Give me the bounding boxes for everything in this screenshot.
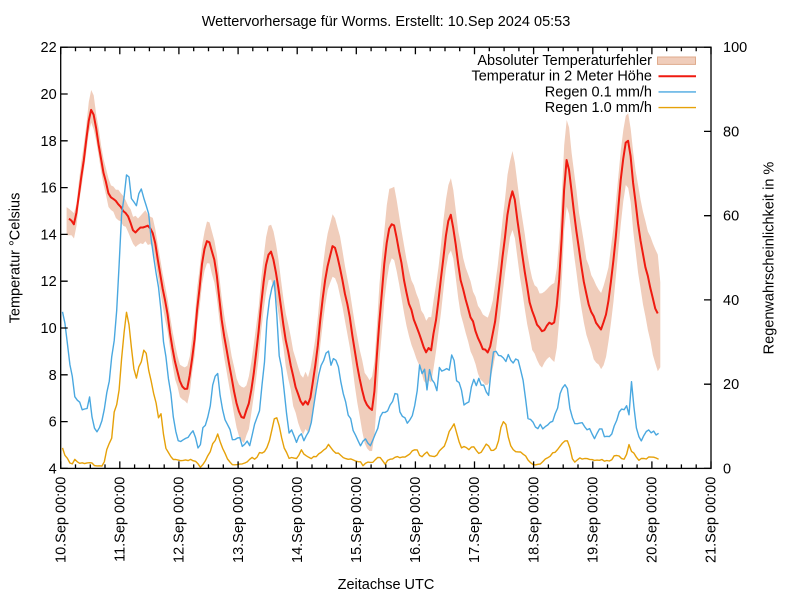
svg-text:22: 22 (41, 40, 57, 56)
svg-text:14.Sep 00:00: 14.Sep 00:00 (290, 477, 306, 563)
svg-text:Regen 1.0 mm/h: Regen 1.0 mm/h (545, 100, 652, 116)
svg-text:20: 20 (723, 377, 739, 393)
svg-text:0: 0 (723, 461, 731, 477)
svg-text:11.Sep 00:00: 11.Sep 00:00 (113, 477, 129, 562)
svg-text:Regenwahrscheinlichkeit in %: Regenwahrscheinlichkeit in % (761, 162, 777, 355)
svg-text:16.Sep 00:00: 16.Sep 00:00 (408, 477, 424, 563)
svg-text:Absoluter Temperaturfehler: Absoluter Temperaturfehler (477, 53, 652, 69)
svg-text:6: 6 (49, 415, 57, 431)
svg-text:13.Sep 00:00: 13.Sep 00:00 (231, 477, 247, 563)
svg-text:18.Sep 00:00: 18.Sep 00:00 (526, 477, 542, 563)
svg-text:10.Sep 00:00: 10.Sep 00:00 (53, 477, 69, 563)
svg-text:100: 100 (723, 40, 747, 56)
svg-text:12.Sep 00:00: 12.Sep 00:00 (172, 477, 188, 563)
svg-text:Regen 0.1 mm/h: Regen 0.1 mm/h (545, 84, 652, 100)
svg-text:19.Sep 00:00: 19.Sep 00:00 (586, 477, 602, 563)
svg-text:Temperatur °Celsius: Temperatur °Celsius (8, 193, 24, 324)
svg-text:Zeitachse UTC: Zeitachse UTC (338, 577, 435, 593)
svg-text:15.Sep 00:00: 15.Sep 00:00 (349, 477, 365, 563)
svg-text:20.Sep 00:00: 20.Sep 00:00 (645, 477, 661, 563)
svg-text:14: 14 (41, 227, 57, 243)
svg-text:16: 16 (41, 181, 57, 197)
svg-text:60: 60 (723, 209, 739, 225)
svg-text:40: 40 (723, 293, 739, 309)
svg-text:20: 20 (41, 87, 57, 103)
svg-text:10: 10 (41, 321, 57, 337)
svg-text:18: 18 (41, 134, 57, 150)
svg-text:Wettervorhersage für Worms. Er: Wettervorhersage für Worms. Erstellt: 10… (202, 14, 571, 30)
svg-text:17.Sep 00:00: 17.Sep 00:00 (467, 477, 483, 563)
svg-text:4: 4 (49, 461, 57, 477)
svg-text:21.Sep 00:00: 21.Sep 00:00 (704, 477, 720, 563)
svg-text:Temperatur in 2 Meter Höhe: Temperatur in 2 Meter Höhe (471, 69, 652, 85)
svg-text:80: 80 (723, 124, 739, 140)
svg-text:12: 12 (41, 274, 57, 290)
svg-text:8: 8 (49, 368, 57, 384)
